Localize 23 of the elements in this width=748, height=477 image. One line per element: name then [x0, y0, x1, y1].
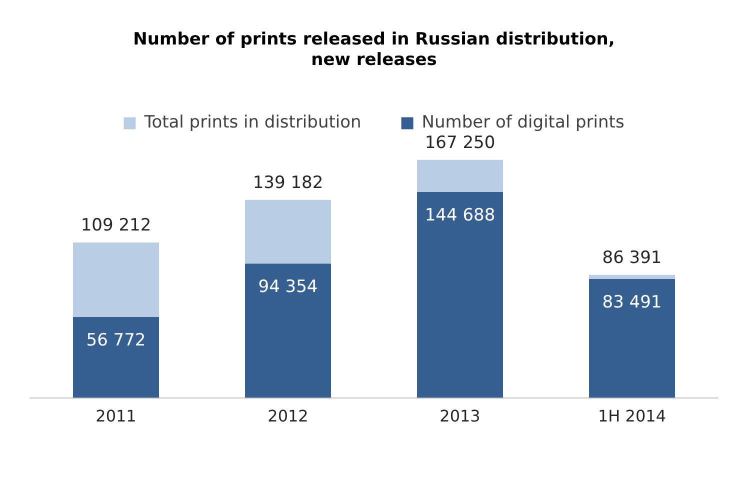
- x-tick-label: 2011: [96, 406, 136, 426]
- legend-label: Number of digital prints: [422, 112, 624, 133]
- data-label: 144 688: [424, 205, 496, 226]
- bar: [73, 242, 159, 318]
- data-label: 56 772: [86, 330, 146, 350]
- bar: [589, 274, 675, 280]
- chart-title: Number of prints released in Russian distribution, new releases: [133, 30, 615, 70]
- bar: [73, 317, 159, 398]
- legend-label: Total prints in distribution: [143, 112, 362, 133]
- total-label: 109 212: [80, 215, 152, 236]
- bar: [589, 279, 675, 398]
- total-label: 86 391: [602, 248, 662, 268]
- x-tick-label: 2012: [268, 406, 308, 426]
- total-label: 139 182: [252, 172, 324, 193]
- data-label: 94 354: [258, 277, 318, 298]
- total-label: 167 250: [424, 132, 496, 153]
- bar: [417, 160, 503, 192]
- x-tick-label: 1H 2014: [598, 406, 666, 426]
- bar: [417, 192, 503, 398]
- x-tick-label: 2013: [440, 406, 480, 426]
- bar: [245, 200, 331, 264]
- data-label: 83 491: [602, 292, 662, 312]
- bar: [245, 264, 331, 398]
